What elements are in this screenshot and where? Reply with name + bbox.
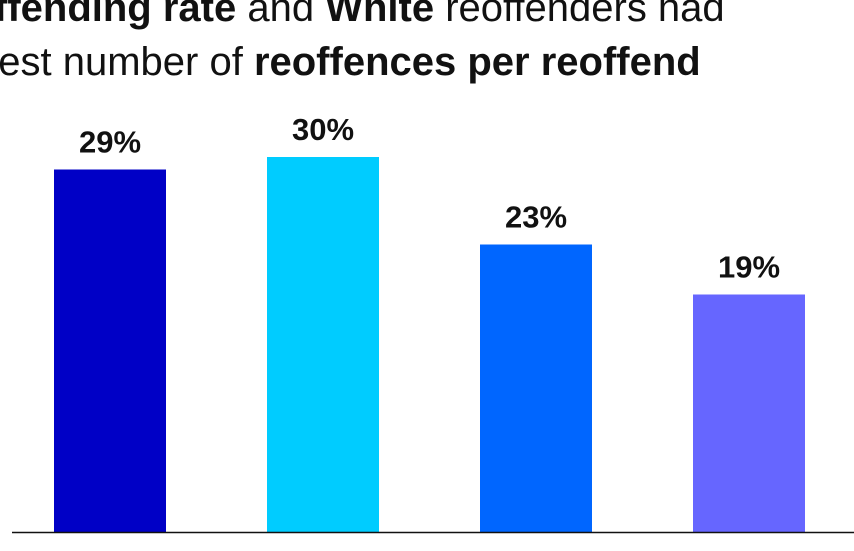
bar <box>480 244 592 532</box>
bar <box>267 157 379 532</box>
title-line-1: ffending rate and White reoffenders had <box>0 0 725 30</box>
bar-group <box>54 157 805 532</box>
title-run: reoffenders had <box>434 0 725 30</box>
data-label: 23% <box>505 200 567 235</box>
chart-title: ffending rate and White reoffenders had … <box>0 0 854 110</box>
data-label: 30% <box>292 112 354 147</box>
bar <box>693 294 805 532</box>
title-run: hest number of <box>0 40 254 84</box>
title-run: ffending rate <box>0 0 237 30</box>
title-line-2: hest number of reoffences per reoffend <box>0 40 701 84</box>
title-run: White <box>325 0 435 30</box>
title-run: reoffences per reoffend <box>253 40 701 84</box>
bar <box>54 169 166 532</box>
data-label-group: 29% 30% 23% 19% <box>79 112 780 285</box>
title-run: and <box>236 0 326 30</box>
data-label: 19% <box>718 250 780 285</box>
data-label: 29% <box>79 125 141 160</box>
